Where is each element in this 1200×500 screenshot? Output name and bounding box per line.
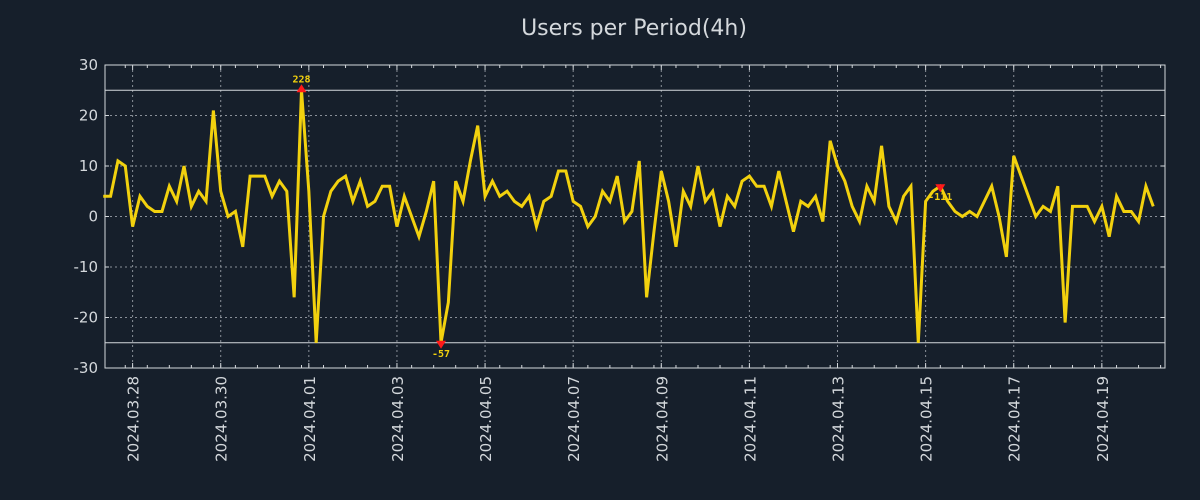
y-tick-label: 30: [79, 56, 98, 74]
data-line: [103, 90, 1155, 344]
y-tick-label: 10: [79, 157, 98, 175]
y-tick-label: -10: [74, 258, 99, 276]
chart-title: Users per Period(4h): [521, 16, 747, 41]
x-tick-label: 2024.03.28: [125, 376, 143, 462]
x-tick-label: 2024.03.30: [213, 376, 231, 462]
y-tick-label: -20: [74, 309, 99, 327]
outlier-marker-down: [436, 340, 447, 349]
outlier-label: 228: [292, 74, 310, 85]
outlier-label: -111: [928, 192, 952, 203]
outlier-marker-down: [935, 184, 946, 193]
x-tick-label: 2024.04.09: [653, 376, 671, 462]
x-tick-label: 2024.04.03: [389, 376, 407, 462]
outlier-label: -57: [432, 349, 450, 360]
outlier-marker-up: [296, 84, 307, 93]
x-tick-label: 2024.04.07: [565, 376, 583, 462]
x-tick-label: 2024.04.17: [1006, 376, 1024, 462]
y-tick-label: -30: [74, 359, 99, 377]
x-tick-label: 2024.04.01: [301, 376, 319, 462]
x-tick-label: 2024.04.19: [1094, 376, 1112, 462]
y-tick-label: 20: [79, 107, 98, 125]
x-tick-label: 2024.04.15: [918, 376, 936, 462]
x-tick-label: 2024.04.13: [830, 376, 848, 462]
x-tick-label: 2024.04.05: [477, 376, 495, 462]
y-tick-label: 0: [88, 208, 98, 226]
x-tick-label: 2024.04.11: [741, 376, 759, 462]
